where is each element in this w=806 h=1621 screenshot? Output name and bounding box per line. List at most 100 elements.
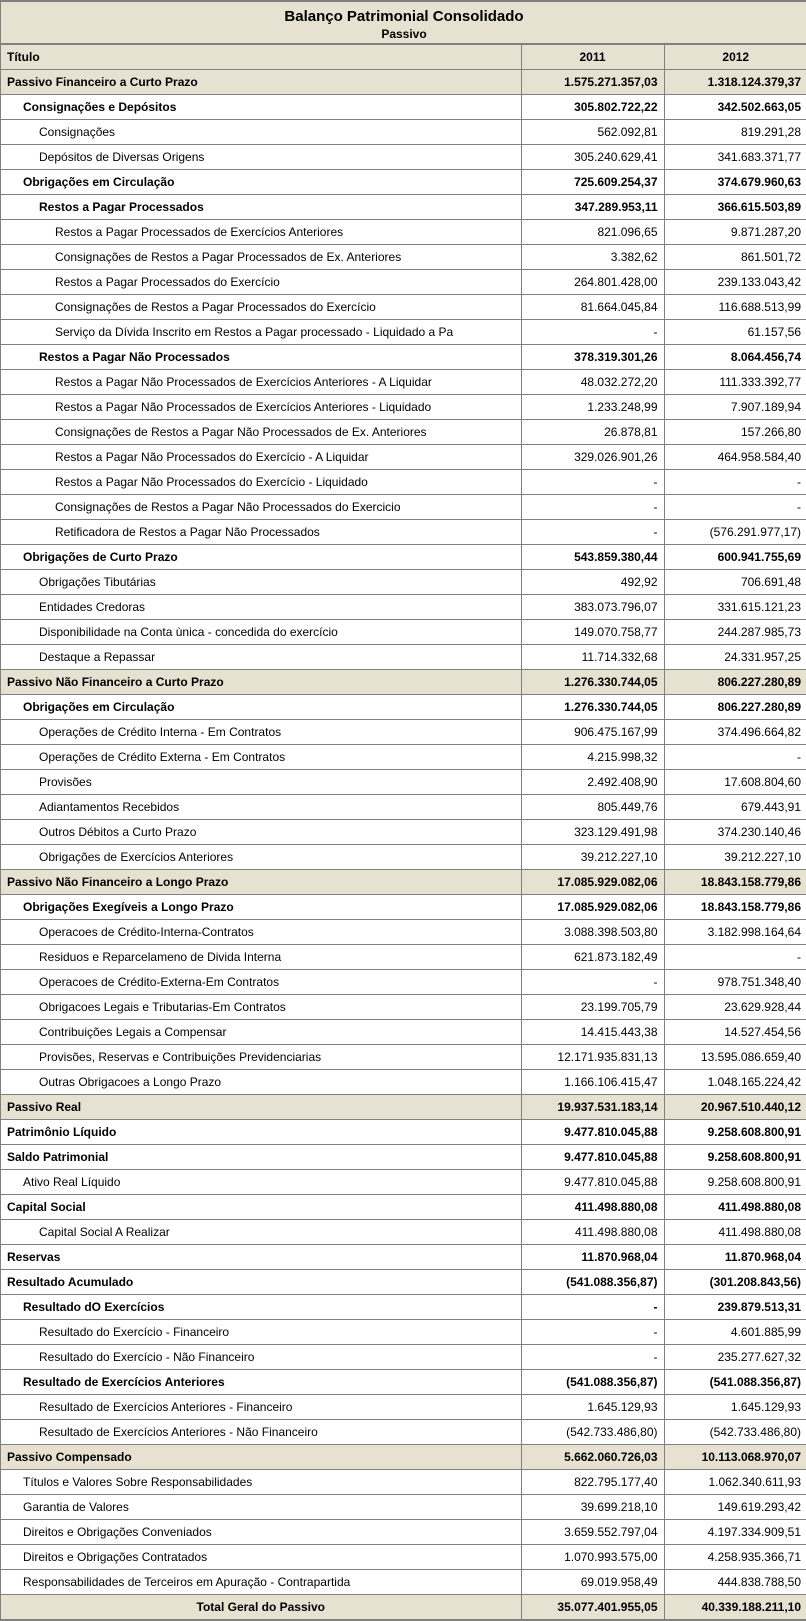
row-label: Consignações e Depósitos xyxy=(1,95,521,120)
row-value-1: 725.609.254,37 xyxy=(521,170,664,195)
row-label: Residuos e Reparcelameno de Divida Inter… xyxy=(1,945,521,970)
row-value-1: 329.026.901,26 xyxy=(521,445,664,470)
row-value-1: (541.088.356,87) xyxy=(521,1270,664,1295)
row-value-1: 9.477.810.045,88 xyxy=(521,1170,664,1195)
row-value-2: 1.645.129,93 xyxy=(664,1395,806,1420)
table-row: Passivo Não Financeiro a Longo Prazo17.0… xyxy=(1,870,806,895)
table-row: Resultado de Exercícios Anteriores - Não… xyxy=(1,1420,806,1445)
table-row: Entidades Credoras383.073.796,07331.615.… xyxy=(1,595,806,620)
header-block: Balanço Patrimonial Consolidado Passivo xyxy=(1,0,806,44)
table-row: Consignações e Depósitos305.802.722,2234… xyxy=(1,95,806,120)
table-row: Passivo Real19.937.531.183,1420.967.510.… xyxy=(1,1095,806,1120)
row-value-2: 464.958.584,40 xyxy=(664,445,806,470)
total-label: Total Geral do Passivo xyxy=(1,1595,521,1621)
table-row: Obrigações em Circulação1.276.330.744,05… xyxy=(1,695,806,720)
table-row: Títulos e Valores Sobre Responsabilidade… xyxy=(1,1470,806,1495)
row-value-2: 374.679.960,63 xyxy=(664,170,806,195)
row-value-2: 9.258.608.800,91 xyxy=(664,1170,806,1195)
row-label: Consignações de Restos a Pagar Processad… xyxy=(1,245,521,270)
row-value-1: 9.477.810.045,88 xyxy=(521,1145,664,1170)
row-label: Consignações xyxy=(1,120,521,145)
row-value-1: 4.215.998,32 xyxy=(521,745,664,770)
table-row: Obrigações Tibutárias492,92706.691,48 xyxy=(1,570,806,595)
row-value-1: - xyxy=(521,470,664,495)
row-value-2: 600.941.755,69 xyxy=(664,545,806,570)
row-label: Obrigações de Exercícios Anteriores xyxy=(1,845,521,870)
row-value-2: 374.496.664,82 xyxy=(664,720,806,745)
row-label: Retificadora de Restos a Pagar Não Proce… xyxy=(1,520,521,545)
row-label: Resultado dO Exercícios xyxy=(1,1295,521,1320)
table-row: Operacoes de Crédito-Externa-Em Contrato… xyxy=(1,970,806,995)
row-value-1: 12.171.935.831,13 xyxy=(521,1045,664,1070)
row-label: Restos a Pagar Não Processados de Exercí… xyxy=(1,370,521,395)
table-row: Restos a Pagar Não Processados de Exercí… xyxy=(1,370,806,395)
row-value-2: 149.619.293,42 xyxy=(664,1495,806,1520)
row-value-1: - xyxy=(521,520,664,545)
row-label: Capital Social A Realizar xyxy=(1,1220,521,1245)
table-row: Restos a Pagar Não Processados de Exercí… xyxy=(1,395,806,420)
row-label: Resultado do Exercício - Financeiro xyxy=(1,1320,521,1345)
row-label: Ativo Real Líquido xyxy=(1,1170,521,1195)
row-label: Operacoes de Crédito-Externa-Em Contrato… xyxy=(1,970,521,995)
table-row: Operacoes de Crédito-Interna-Contratos3.… xyxy=(1,920,806,945)
table-row: Provisões2.492.408,9017.608.804,60 xyxy=(1,770,806,795)
table-row: Reservas11.870.968,0411.870.968,04 xyxy=(1,1245,806,1270)
col-title: Título xyxy=(1,45,521,70)
table-row: Obrigações de Exercícios Anteriores39.21… xyxy=(1,845,806,870)
row-label: Resultado de Exercícios Anteriores xyxy=(1,1370,521,1395)
row-value-1: 323.129.491,98 xyxy=(521,820,664,845)
row-value-2: - xyxy=(664,745,806,770)
row-value-1: 19.937.531.183,14 xyxy=(521,1095,664,1120)
col-year-2: 2012 xyxy=(664,45,806,70)
row-value-1: - xyxy=(521,970,664,995)
table-row: Depósitos de Diversas Origens305.240.629… xyxy=(1,145,806,170)
row-value-2: - xyxy=(664,470,806,495)
row-label: Resultado do Exercício - Não Financeiro xyxy=(1,1345,521,1370)
row-value-1: - xyxy=(521,1345,664,1370)
row-value-2: 1.062.340.611,93 xyxy=(664,1470,806,1495)
row-label: Restos a Pagar Não Processados do Exercí… xyxy=(1,445,521,470)
table-row: Resultado do Exercício - Financeiro-4.60… xyxy=(1,1320,806,1345)
row-value-1: 3.382,62 xyxy=(521,245,664,270)
row-value-2: 679.443,91 xyxy=(664,795,806,820)
row-value-2: 4.197.334.909,51 xyxy=(664,1520,806,1545)
row-label: Garantia de Valores xyxy=(1,1495,521,1520)
row-value-1: 1.645.129,93 xyxy=(521,1395,664,1420)
row-value-1: 5.662.060.726,03 xyxy=(521,1445,664,1470)
table-row: Resultado do Exercício - Não Financeiro-… xyxy=(1,1345,806,1370)
table-row: Consignações de Restos a Pagar Processad… xyxy=(1,245,806,270)
row-label: Operacoes de Crédito-Interna-Contratos xyxy=(1,920,521,945)
row-label: Passivo Não Financeiro a Curto Prazo xyxy=(1,670,521,695)
row-value-2: 24.331.957,25 xyxy=(664,645,806,670)
row-label: Provisões xyxy=(1,770,521,795)
total-v2: 40.339.188.211,10 xyxy=(664,1595,806,1621)
row-value-2: 9.871.287,20 xyxy=(664,220,806,245)
row-label: Obrigações Exegíveis a Longo Prazo xyxy=(1,895,521,920)
row-label: Resultado de Exercícios Anteriores - Fin… xyxy=(1,1395,521,1420)
row-value-2: - xyxy=(664,945,806,970)
row-value-2: 706.691,48 xyxy=(664,570,806,595)
row-value-2: 18.843.158.779,86 xyxy=(664,870,806,895)
row-label: Obrigacoes Legais e Tributarias-Em Contr… xyxy=(1,995,521,1020)
row-label: Restos a Pagar Não Processados do Exercí… xyxy=(1,470,521,495)
table-row: Patrimônio Líquido9.477.810.045,889.258.… xyxy=(1,1120,806,1145)
table-row: Obrigações Exegíveis a Longo Prazo17.085… xyxy=(1,895,806,920)
table-row: Resultado dO Exercícios-239.879.513,31 xyxy=(1,1295,806,1320)
row-label: Obrigações de Curto Prazo xyxy=(1,545,521,570)
row-value-2: (541.088.356,87) xyxy=(664,1370,806,1395)
row-label: Serviço da Dívida Inscrito em Restos a P… xyxy=(1,320,521,345)
row-label: Outros Débitos a Curto Prazo xyxy=(1,820,521,845)
row-value-1: 1.575.271.357,03 xyxy=(521,70,664,95)
row-value-2: 14.527.454,56 xyxy=(664,1020,806,1045)
row-value-1: 1.276.330.744,05 xyxy=(521,695,664,720)
row-value-1: 906.475.167,99 xyxy=(521,720,664,745)
row-label: Passivo Real xyxy=(1,1095,521,1120)
row-label: Operações de Crédito Interna - Em Contra… xyxy=(1,720,521,745)
row-label: Depósitos de Diversas Origens xyxy=(1,145,521,170)
row-value-2: 116.688.513,99 xyxy=(664,295,806,320)
row-label: Saldo Patrimonial xyxy=(1,1145,521,1170)
row-value-2: (576.291.977,17) xyxy=(664,520,806,545)
row-value-2: 444.838.788,50 xyxy=(664,1570,806,1595)
table-row: Consignações562.092,81819.291,28 xyxy=(1,120,806,145)
table-row: Restos a Pagar Processados do Exercício2… xyxy=(1,270,806,295)
